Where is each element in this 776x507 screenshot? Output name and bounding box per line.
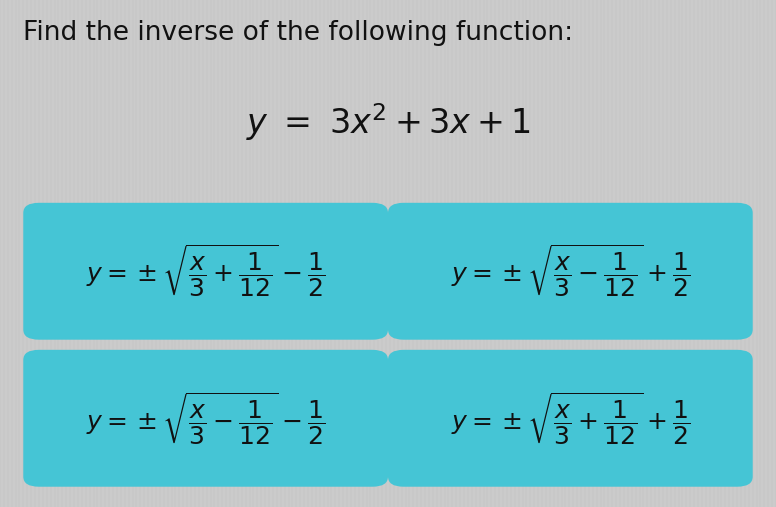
Text: $y = \pm\sqrt{\dfrac{x}{3}-\dfrac{1}{12}}+\dfrac{1}{2}$: $y = \pm\sqrt{\dfrac{x}{3}-\dfrac{1}{12}… — [451, 243, 690, 300]
Text: $y = \pm\sqrt{\dfrac{x}{3}+\dfrac{1}{12}}-\dfrac{1}{2}$: $y = \pm\sqrt{\dfrac{x}{3}+\dfrac{1}{12}… — [86, 243, 325, 300]
FancyBboxPatch shape — [388, 203, 753, 340]
FancyBboxPatch shape — [388, 350, 753, 487]
Text: $y\ =\ 3x^{2}+3x+1$: $y\ =\ 3x^{2}+3x+1$ — [246, 101, 530, 143]
Text: $y = \pm\sqrt{\dfrac{x}{3}-\dfrac{1}{12}}-\dfrac{1}{2}$: $y = \pm\sqrt{\dfrac{x}{3}-\dfrac{1}{12}… — [86, 390, 325, 447]
FancyBboxPatch shape — [23, 203, 388, 340]
Text: $y = \pm\sqrt{\dfrac{x}{3}+\dfrac{1}{12}}+\dfrac{1}{2}$: $y = \pm\sqrt{\dfrac{x}{3}+\dfrac{1}{12}… — [451, 390, 690, 447]
Text: Find the inverse of the following function:: Find the inverse of the following functi… — [23, 20, 573, 46]
FancyBboxPatch shape — [23, 350, 388, 487]
